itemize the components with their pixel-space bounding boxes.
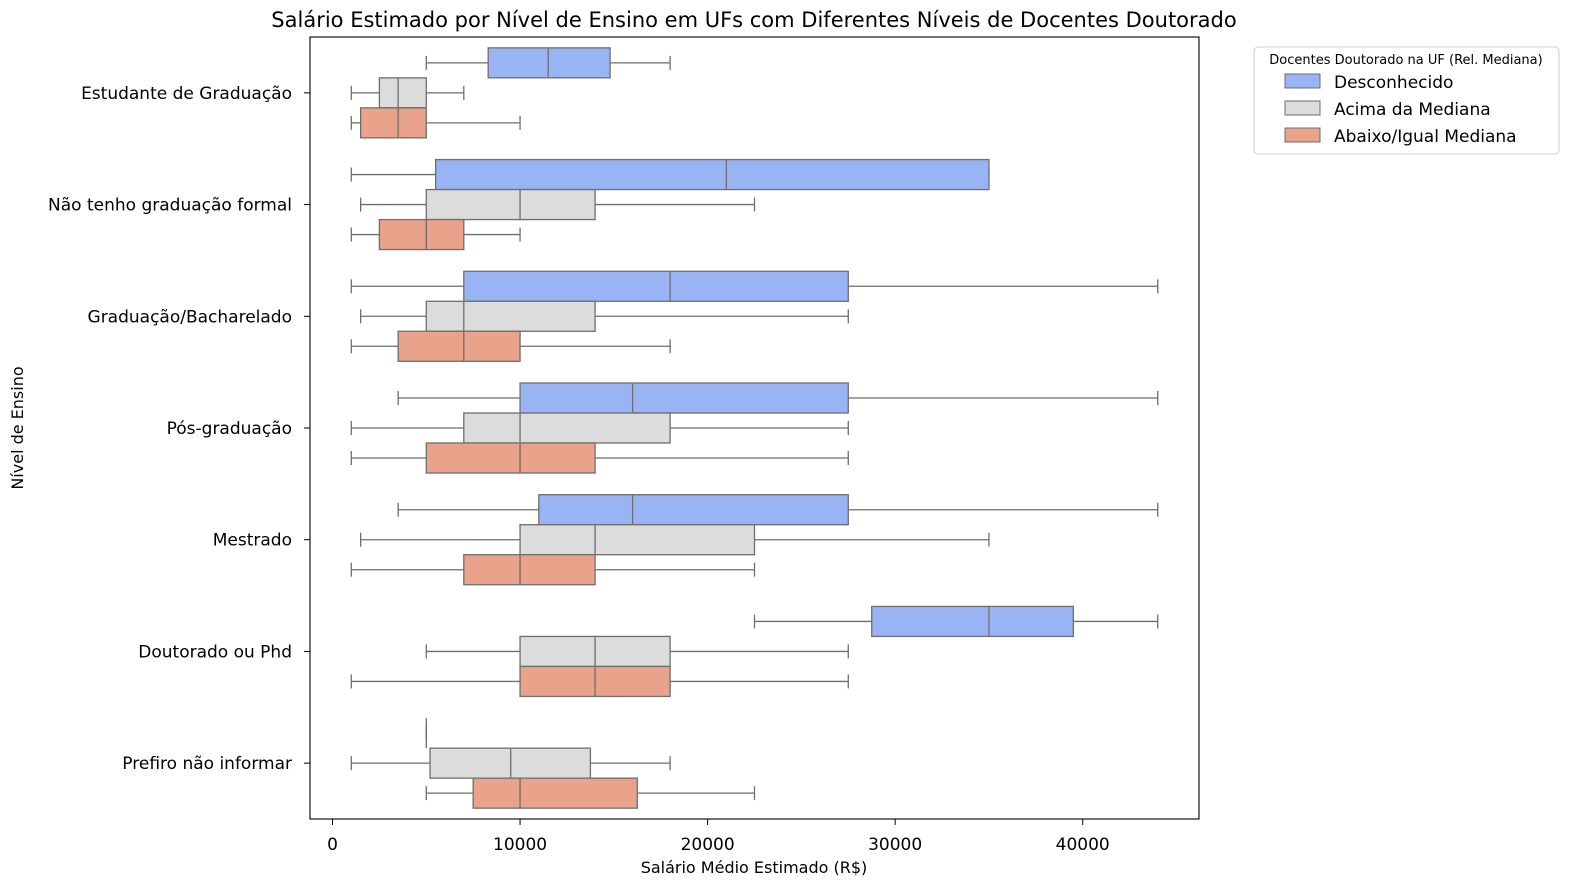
box-group	[350, 270, 1159, 302]
box-group	[359, 524, 990, 556]
box-group	[350, 442, 849, 474]
box	[463, 554, 596, 586]
y-tick-label: Doutorado ou Phd	[138, 642, 292, 662]
legend-entry-label: Abaixo/Igual Mediana	[1334, 127, 1517, 147]
box-group	[425, 777, 756, 809]
y-tick-label: Graduação/Bacharelado	[88, 307, 292, 327]
box	[435, 158, 990, 191]
box	[538, 494, 849, 526]
box-group	[350, 747, 671, 779]
legend: Docentes Doutorado na UF (Rel. Mediana) …	[1253, 46, 1560, 155]
box	[378, 218, 465, 251]
box-group	[350, 554, 756, 586]
box-group	[350, 107, 521, 139]
legend-entry-label: Desconhecido	[1334, 73, 1453, 93]
box	[487, 47, 611, 79]
y-axis: Estudante de Graduação Não tenho graduaçã…	[48, 84, 310, 774]
box	[378, 77, 427, 109]
y-tick-label: Não tenho graduação formal	[48, 196, 292, 216]
x-tick-label: 10000	[493, 835, 547, 855]
y-tick-label: Mestrado	[213, 531, 292, 551]
y-axis-label: Nível de Ensino	[8, 366, 27, 489]
box	[472, 777, 638, 809]
x-tick-label: 40000	[1056, 835, 1110, 855]
box	[425, 188, 596, 221]
y-tick-label: Estudante de Graduação	[81, 84, 292, 104]
box	[425, 442, 596, 474]
legend-frame	[1253, 46, 1560, 155]
box-group	[350, 77, 465, 109]
plot-marks	[350, 47, 1159, 809]
box-group	[359, 188, 756, 221]
legend-swatch	[1284, 73, 1321, 89]
x-axis: 0 10000 20000 30000 40000	[327, 819, 1110, 855]
box	[425, 300, 596, 332]
box	[463, 270, 849, 302]
legend-swatch	[1284, 100, 1321, 116]
box-group	[397, 382, 1159, 414]
box	[871, 605, 1074, 638]
box-group	[753, 605, 1159, 638]
box-group	[350, 665, 849, 698]
box	[359, 107, 427, 139]
x-axis-label: Salário Médio Estimado (R$)	[641, 858, 868, 877]
x-tick-label: 20000	[681, 835, 735, 855]
x-tick-label: 0	[327, 835, 338, 855]
box	[519, 524, 756, 556]
box-group	[397, 494, 1159, 526]
legend-title: Docentes Doutorado na UF (Rel. Mediana)	[1269, 53, 1542, 68]
box-group	[359, 300, 849, 332]
x-tick-label: 30000	[868, 835, 922, 855]
y-tick-label: Prefiro não informar	[122, 754, 292, 774]
chart-title: Salário Estimado por Nível de Ensino em …	[271, 8, 1236, 32]
box-group	[350, 158, 990, 191]
legend-entry-label: Acima da Mediana	[1334, 100, 1491, 120]
box-group	[350, 218, 521, 251]
box	[397, 330, 521, 362]
box	[463, 412, 671, 444]
box-group	[350, 330, 671, 362]
box-group	[350, 412, 849, 444]
box	[519, 382, 849, 414]
y-tick-label: Pós-graduação	[167, 419, 292, 439]
legend-swatch	[1284, 127, 1321, 143]
box-group	[425, 635, 849, 668]
box-group	[425, 47, 671, 79]
